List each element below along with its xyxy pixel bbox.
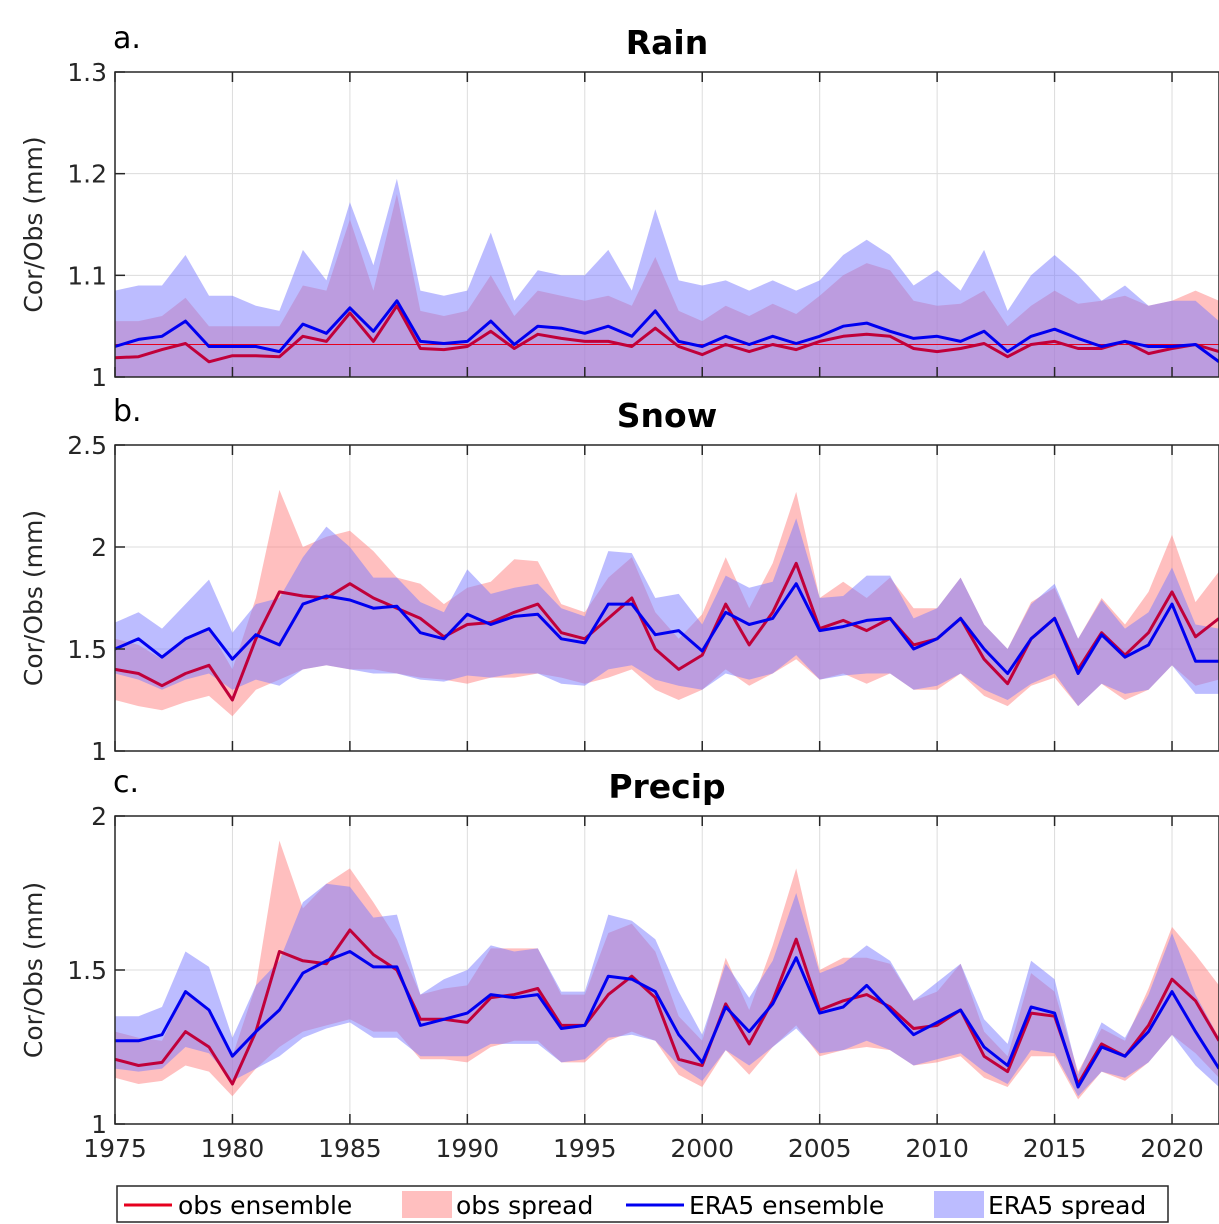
x-tick-label: 2015 xyxy=(1023,1134,1087,1163)
y-tick-label: 1 xyxy=(91,1110,107,1139)
legend-obs-spread-swatch xyxy=(402,1191,452,1218)
panel-precip: 1 1.5 2 1975 1980 1985 1990 1995 2000 2005 2010 201… xyxy=(19,765,1219,1163)
panel-snow: 1 1.5 2 2.5 Cor/Obs (mm) Snow b. xyxy=(19,394,1219,766)
axes-frame xyxy=(114,444,1219,752)
x-tick-label: 2020 xyxy=(1140,1134,1204,1163)
y-tick-label: 1 xyxy=(91,737,107,766)
legend: obs ensemble obs spread ERA5 ensemble ER… xyxy=(116,1185,1169,1223)
band-era5-spread xyxy=(115,883,1219,1097)
band-era5-spread xyxy=(115,178,1219,377)
x-tick-label: 1980 xyxy=(201,1134,265,1163)
legend-era5-spread-swatch xyxy=(934,1191,984,1218)
panel-title: Snow xyxy=(617,396,717,435)
x-tick-label: 2005 xyxy=(788,1134,852,1163)
axes-frame xyxy=(114,71,1219,378)
x-tick-label: 2010 xyxy=(905,1134,969,1163)
y-tick-label: 1 xyxy=(91,363,107,392)
line-obs-ensemble xyxy=(114,304,1219,364)
y-tick-label: 1.2 xyxy=(67,160,107,189)
panel-rain: 1 1.1 1.2 1.3 Cor/Obs (mm) Rain a. xyxy=(19,21,1219,392)
x-tick-label: 1975 xyxy=(83,1134,147,1163)
band-era5-spread xyxy=(115,518,1219,707)
y-tick-label: 1.5 xyxy=(67,956,107,985)
legend-era5-spread-label: ERA5 spread xyxy=(988,1191,1146,1220)
panel-label: a. xyxy=(113,21,141,56)
line-era5-ensemble xyxy=(115,950,1219,1089)
x-tick-label: 1990 xyxy=(436,1134,500,1163)
legend-obs-spread-label: obs spread xyxy=(456,1191,593,1220)
legend-obs-ensemble-label: obs ensemble xyxy=(178,1191,352,1220)
panel-label: b. xyxy=(113,394,142,429)
y-axis-label: Cor/Obs (mm) xyxy=(19,882,48,1058)
line-era5-ensemble xyxy=(114,582,1219,675)
x-tick-label: 2000 xyxy=(670,1134,734,1163)
x-tick-label: 1995 xyxy=(553,1134,617,1163)
y-tick-label: 1.1 xyxy=(67,261,107,290)
y-axis-label: Cor/Obs (mm) xyxy=(19,136,48,312)
y-tick-label: 2.5 xyxy=(67,431,107,460)
panel-label: c. xyxy=(113,765,139,800)
y-tick-label: 2 xyxy=(91,802,107,831)
x-tick-label: 1985 xyxy=(318,1134,382,1163)
y-axis-label: Cor/Obs (mm) xyxy=(19,510,48,686)
y-tick-label: 2 xyxy=(91,533,107,562)
panel-title: Rain xyxy=(626,23,708,62)
y-tick-label: 1.5 xyxy=(67,635,107,664)
y-tick-label: 1.3 xyxy=(67,58,107,87)
legend-era5-ensemble-label: ERA5 ensemble xyxy=(689,1191,884,1220)
line-obs-ensemble xyxy=(114,928,1219,1086)
line-era5-ensemble xyxy=(114,299,1219,364)
panel-title: Precip xyxy=(608,767,725,806)
